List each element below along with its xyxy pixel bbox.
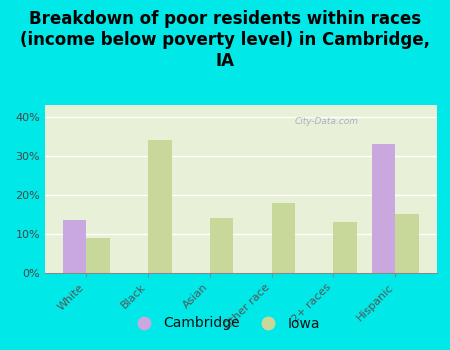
Text: Breakdown of poor residents within races
(income below poverty level) in Cambrid: Breakdown of poor residents within races…	[20, 10, 430, 70]
Bar	[372, 144, 395, 273]
Bar	[63, 220, 86, 273]
Bar	[333, 222, 357, 273]
Bar	[210, 218, 234, 273]
Bar	[86, 238, 110, 273]
Bar	[272, 203, 295, 273]
Bar	[148, 140, 171, 273]
Legend: Cambridge, Iowa: Cambridge, Iowa	[125, 311, 325, 336]
Text: City-Data.com: City-Data.com	[295, 117, 359, 126]
Bar	[395, 215, 419, 273]
